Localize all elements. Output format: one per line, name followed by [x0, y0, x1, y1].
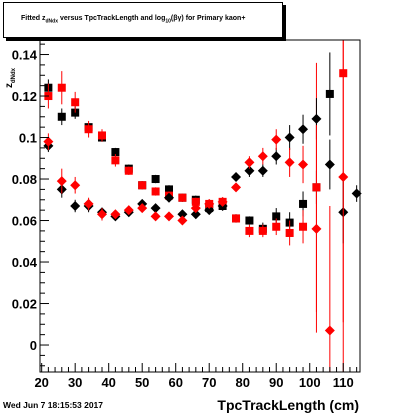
data-point-diamond [217, 196, 228, 207]
y-axis-label-sub: dNdx [11, 67, 17, 83]
y-tick-label: 0 [30, 338, 37, 353]
data-point-diamond [190, 203, 201, 214]
data-point-diamond [150, 211, 161, 222]
y-tick-label: 0.06 [12, 214, 37, 229]
axes: 0 0.02 0.04 0.06 0.08 0.1 0.12 0.14 20 30 40 50 60 70… [12, 43, 358, 390]
y-tick-label: 0.12 [12, 89, 37, 104]
data-point-square [84, 125, 93, 134]
x-tick-label: 110 [333, 375, 354, 390]
data-point-diamond [284, 132, 295, 143]
data-point-square [57, 112, 66, 121]
data-point-diamond [324, 159, 335, 170]
data-point-square [111, 148, 120, 157]
data-point-square [285, 228, 294, 237]
data-point-diamond [56, 176, 67, 187]
data-point-square [71, 98, 80, 107]
data-point-square [232, 214, 241, 223]
data-point-diamond [257, 165, 268, 176]
data-point-diamond [231, 171, 242, 182]
data-point-diamond [284, 157, 295, 168]
data-point-diamond [177, 215, 188, 226]
data-point-diamond [351, 188, 362, 199]
x-tick-label: 100 [299, 375, 321, 390]
data-point-diamond [83, 198, 94, 209]
data-point-diamond [164, 211, 175, 222]
data-point-diamond [244, 165, 255, 176]
data-point-diamond [311, 113, 322, 124]
chart-title: Fitted zdNdx versus TpcTrackLength and l… [21, 15, 246, 25]
x-tick-label: 40 [101, 375, 115, 390]
data-point-diamond [324, 325, 335, 336]
data-point-diamond [231, 182, 242, 193]
data-point-square [299, 199, 308, 208]
x-tick-label: 60 [168, 375, 182, 390]
data-point-square [299, 222, 308, 231]
x-tick-label: 30 [68, 375, 82, 390]
data-point-square [151, 187, 160, 196]
x-tick-label: 20 [34, 375, 48, 390]
data-point-square [165, 185, 174, 194]
data-point-diamond [123, 205, 134, 216]
data-point-diamond [137, 203, 148, 214]
data-point-diamond [110, 209, 121, 220]
series-3 [43, 40, 349, 372]
data-point-square [97, 131, 106, 140]
data-point-square [258, 226, 267, 235]
data-point-diamond [70, 201, 81, 211]
x-axis-label: TpcTrackLength (cm) [217, 397, 359, 413]
y-tick-label: 0.14 [12, 48, 38, 63]
data-point-square [272, 222, 281, 231]
data-point-square [245, 216, 254, 225]
data-point-square [124, 166, 133, 175]
data-point-diamond [271, 151, 282, 162]
data-point-square [111, 156, 120, 165]
plot-frame [39, 39, 361, 373]
y-tick-label: 0.1 [19, 131, 37, 146]
data-point-diamond [204, 198, 215, 209]
data-point-diamond [311, 223, 322, 234]
data-point-diamond [338, 171, 349, 182]
data-point-square [325, 89, 334, 98]
data-marks [43, 40, 362, 372]
data-point-square [245, 226, 254, 235]
y-tick-label: 0.04 [12, 255, 38, 270]
y-tick-label: 0.08 [12, 172, 37, 187]
data-point-diamond [70, 180, 81, 191]
data-point-square [138, 181, 147, 190]
data-point-square [178, 193, 187, 202]
data-point-diamond [190, 209, 201, 220]
data-point-diamond [257, 151, 268, 162]
data-point-square [191, 197, 200, 206]
y-axis-label-main: z [4, 83, 15, 88]
y-axis-label: zdNdx [4, 67, 17, 88]
data-point-diamond [298, 124, 309, 135]
data-point-diamond [204, 205, 215, 216]
date-stamp: Wed Jun 7 18:15:53 2017 [3, 400, 104, 410]
data-point-square [272, 212, 281, 221]
x-tick-label: 70 [202, 375, 216, 390]
series-2 [43, 98, 362, 244]
x-tick-label: 80 [235, 375, 249, 390]
data-point-diamond [271, 134, 282, 145]
data-point-square [151, 175, 160, 184]
data-point-diamond [150, 203, 161, 214]
x-tick-label: 90 [269, 375, 283, 390]
data-point-diamond [43, 136, 54, 147]
data-point-diamond [164, 192, 175, 203]
data-point-diamond [177, 209, 188, 220]
title-box: Fitted zdNdx versus TpcTrackLength and l… [3, 2, 283, 38]
data-point-diamond [244, 157, 255, 168]
y-tick-label: 0.02 [12, 297, 37, 312]
data-point-square [57, 83, 66, 92]
x-tick-label: 50 [135, 375, 149, 390]
data-point-diamond [96, 209, 107, 220]
data-point-diamond [298, 159, 309, 170]
